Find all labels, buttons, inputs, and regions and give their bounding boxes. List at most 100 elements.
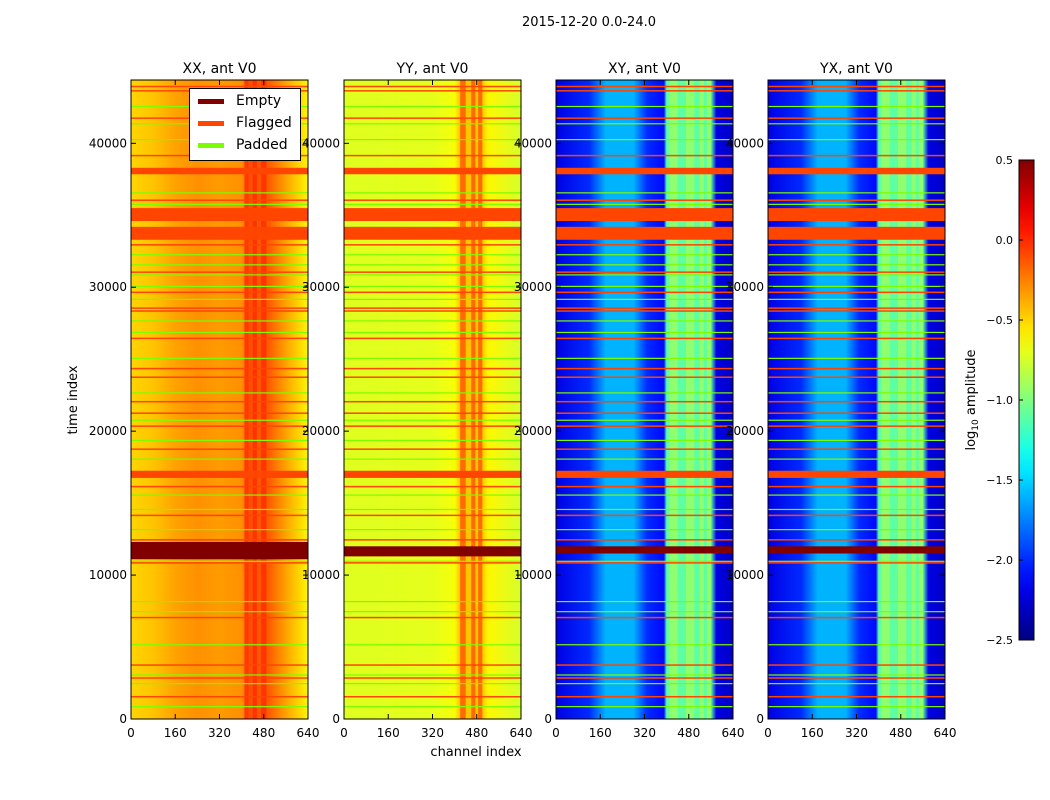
flagged-line [344,337,521,340]
flagged-line [556,616,733,619]
colorbar: 0.5 0.0 −0.5 −1.0 −1.5 −2.0 −2.5 [986,154,1035,647]
panel-title: YX, ant V0 [819,61,893,77]
padded-line [344,439,521,441]
flagged-line [556,367,733,370]
flagged-line [344,199,521,201]
padded-line [768,494,945,496]
padded-line [131,419,308,421]
padded-line [344,494,521,496]
flagged-line [131,376,308,378]
padded-line [768,192,945,194]
padded-line [344,123,521,125]
x-tick-label: 480 [465,726,488,740]
padded-line [768,254,945,256]
flagged-line [131,425,308,427]
heatmap-panel: YX, ant V0 0 160 320 480 640 0 10000 20000 30000 4… [726,61,957,740]
padded-line [556,254,733,256]
flagged-line [556,291,733,294]
padded-line [131,392,308,394]
flagged-line [556,271,733,273]
flagged-line [344,117,521,119]
flagged-line [768,448,945,450]
rfi-channel-stripe [260,80,267,719]
padded-line [131,529,308,531]
padded-line [344,674,521,676]
flagged-line [768,695,945,698]
flagged-line [768,117,945,119]
x-tick-label: 320 [208,726,231,740]
flagged-line [344,271,521,273]
legend-label: Flagged [236,115,292,131]
flagged-line [131,199,308,201]
y-tick-label: 30000 [302,280,340,294]
padded-line [768,529,945,531]
flagged-line [768,367,945,370]
rfi-channel-stripe [699,80,704,719]
padded-line [556,611,733,613]
padded-line [768,331,945,334]
padded-line [344,298,521,300]
flagged-line [768,90,945,92]
padded-line [344,529,521,531]
flagged-line [344,244,521,246]
padded-line [131,600,308,603]
padded-line [556,105,733,108]
rfi-channel-stripe [669,80,678,719]
flagged-block [344,208,521,222]
padded-line [556,274,733,276]
colorbar-tick-label: −2.5 [986,634,1013,647]
padded-line [768,674,945,676]
y-tick-label: 20000 [514,424,552,438]
colorbar-tick-label: −1.5 [986,474,1013,487]
flagged-line [131,400,308,403]
flagged-line [768,199,945,201]
padded-line [768,419,945,421]
legend-swatch-flagged [198,120,224,126]
flagged-line [768,514,945,517]
padded-line [768,264,945,266]
flagged-line [556,90,733,92]
padded-line [768,560,945,562]
padded-line [768,357,945,359]
padded-line [768,683,945,685]
x-tick-label: 480 [677,726,700,740]
flagged-block [768,208,945,222]
padded-line [768,508,945,511]
padded-line [344,320,521,322]
padded-line [344,105,521,108]
y-tick-label: 20000 [302,424,340,438]
flagged-line [131,562,308,564]
padded-line [131,683,308,685]
padded-line [131,674,308,676]
padded-line [556,674,733,676]
flagged-line [768,154,945,157]
padded-line [344,274,521,276]
padded-line [556,285,733,288]
padded-line [556,458,733,460]
flagged-line [131,367,308,370]
colorbar-tick-label: 0.0 [996,234,1014,247]
padded-line [556,508,733,511]
x-tick-label: 640 [722,726,745,740]
flagged-line [768,425,945,427]
flagged-line [344,695,521,698]
flagged-block [344,470,521,478]
rfi-channel-stripe [706,80,711,719]
flagged-line [344,485,521,488]
padded-line [344,600,521,603]
padded-line [556,139,733,141]
heatmap-base [556,80,733,719]
panel-title: YY, ant V0 [396,61,469,77]
colorbar-tick-label: −1.0 [986,394,1013,407]
flagged-line [131,695,308,698]
y-tick-label: 0 [544,712,552,726]
padded-line [344,331,521,334]
flagged-line [131,412,308,414]
flagged-line [344,90,521,92]
padded-line [556,600,733,603]
legend-swatch-empty [198,98,224,104]
x-tick-label: 160 [801,726,824,740]
padded-line [344,139,521,141]
legend-swatch-padded [198,142,224,148]
flagged-line [768,677,945,679]
